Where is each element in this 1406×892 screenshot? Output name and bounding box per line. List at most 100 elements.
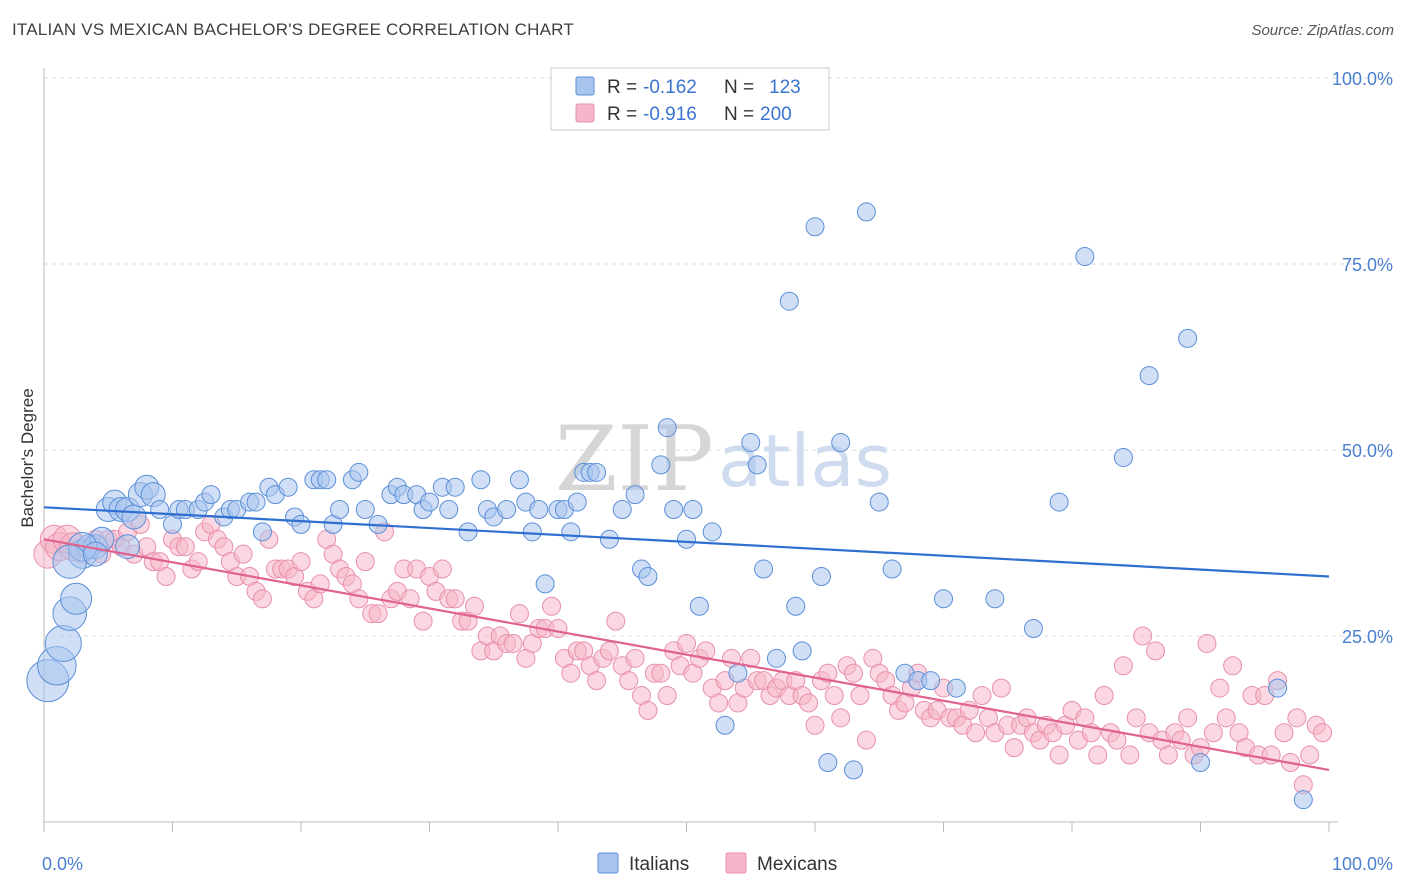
mexicans-point (561, 663, 581, 683)
italians-point (150, 500, 170, 520)
mexicans-point (175, 537, 195, 557)
mexicans-point (651, 663, 671, 683)
mexicans-point (1313, 723, 1333, 743)
mexicans-point (599, 641, 619, 661)
mexicans-point (1146, 641, 1166, 661)
mexicans-point (1171, 730, 1191, 750)
italians-point (60, 582, 93, 615)
italians-point (1268, 678, 1288, 698)
mexicans-point (1088, 745, 1108, 765)
mexicans-point (1178, 708, 1198, 728)
legend-box (550, 67, 830, 131)
mexicans-point (850, 686, 870, 706)
italians-point (349, 462, 369, 482)
mexicans-point (1113, 656, 1133, 676)
italians-point (882, 559, 902, 579)
italians-point (201, 485, 221, 505)
mexicans-point (805, 715, 825, 735)
italians-point (317, 470, 337, 490)
x-tick-label-end: 100.0% (1332, 854, 1393, 874)
mexicans-point (355, 552, 375, 572)
mexicans-point (368, 604, 388, 624)
mexicans-point (349, 589, 369, 609)
italians-point (638, 566, 658, 586)
italians-point (445, 477, 465, 497)
italians-point (728, 663, 748, 683)
italians-point (252, 522, 272, 542)
mexicans-point (1274, 723, 1294, 743)
italians-point (985, 589, 1005, 609)
mexicans-point (445, 589, 465, 609)
chart-source: Source: ZipAtlas.com (1251, 22, 1394, 39)
italians-point (664, 500, 684, 520)
italians-point (754, 559, 774, 579)
mexicans-point (1004, 738, 1024, 758)
italians-point (1075, 247, 1095, 267)
series-legend-swatch-italians[interactable] (597, 852, 619, 874)
italians-point (599, 529, 619, 549)
legend-n-value-mexicans: 200 (760, 104, 792, 125)
mexicans-point (1223, 656, 1243, 676)
italians-point (529, 500, 549, 520)
mexicans-point (818, 663, 838, 683)
italians-point (612, 500, 632, 520)
italians-point (44, 624, 82, 662)
italians-point (121, 504, 147, 530)
mexicans-point (432, 559, 452, 579)
italians-point (561, 522, 581, 542)
mexicans-point (1094, 686, 1114, 706)
trend-lines (43, 506, 1330, 772)
legend-swatch-italians (575, 76, 595, 96)
legend-swatch-mexicans (575, 103, 595, 123)
italians-point (792, 641, 812, 661)
mexicans-point (799, 693, 819, 713)
italians-point (535, 574, 555, 594)
italians-point (811, 566, 831, 586)
mexicans-point (548, 619, 568, 639)
mexicans-point (1300, 745, 1320, 765)
mexicans-point (831, 708, 851, 728)
italians-point (715, 715, 735, 735)
legend-n-label-italians: N = (724, 77, 754, 98)
mexicans-point (709, 693, 729, 713)
italians-point (52, 544, 87, 579)
italians-point (856, 202, 876, 222)
x-tick-label-start: 0.0% (42, 854, 83, 874)
y-tick-label: 100.0% (1332, 69, 1393, 89)
series-legend: Italians Mexicans (597, 852, 837, 875)
italians-point (741, 433, 761, 453)
italians-point (1191, 752, 1210, 772)
series-legend-label-mexicans[interactable]: Mexicans (757, 854, 837, 875)
italians-point (625, 485, 645, 505)
mexicans-point (972, 686, 992, 706)
mexicans-point (464, 596, 484, 616)
italians-point (934, 589, 953, 609)
stats-legend: R = -0.162 N = 123 R = -0.916 N = 200 (550, 67, 830, 131)
x-tick-labels: 0.0% 100.0% (42, 854, 1393, 874)
italians-point (420, 492, 439, 512)
italians-point (355, 500, 375, 520)
watermark: ZIP atlas (555, 407, 892, 512)
mexicans-point (587, 671, 607, 691)
italians-point (946, 678, 966, 698)
italians-point (567, 492, 587, 512)
mexicans-point (606, 611, 626, 631)
italians-point (1139, 366, 1159, 386)
italians-point (747, 455, 767, 475)
italians-point (458, 522, 478, 542)
mexicans-point (638, 700, 658, 720)
italians-point (831, 433, 851, 453)
series-legend-label-italians[interactable]: Italians (629, 854, 689, 875)
italians-point (779, 291, 799, 311)
watermark-atlas: atlas (718, 419, 892, 503)
mexicans-point (677, 633, 696, 653)
series-legend-swatch-mexicans[interactable] (725, 852, 747, 874)
italians-point (869, 492, 889, 512)
italians-point (278, 477, 298, 497)
mexicans-point (252, 589, 272, 609)
legend-r-label-italians: R = (607, 77, 637, 98)
mexicans-point (503, 633, 523, 653)
italians-point (677, 529, 696, 549)
italians-point (651, 455, 671, 475)
